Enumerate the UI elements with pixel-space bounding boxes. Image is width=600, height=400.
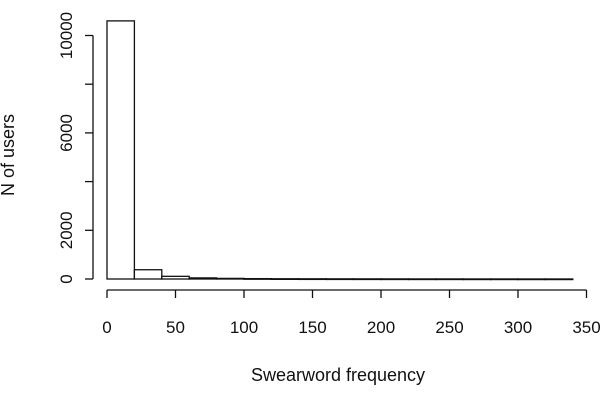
y-tick-label-2: 6000	[57, 114, 76, 152]
x-tick-label-5: 250	[435, 318, 463, 337]
histogram-bar-6	[270, 278, 300, 281]
histogram-bar-0	[106, 20, 136, 280]
x-axis-title: Swearword frequency	[251, 365, 425, 385]
y-tick-label-0: 0	[57, 274, 76, 283]
y-axis: 0 2000 6000 10000	[57, 12, 94, 284]
x-tick-label-4: 200	[367, 318, 395, 337]
histogram-bar-16	[544, 278, 574, 281]
histogram-bar-3	[188, 277, 218, 280]
y-tick-label-3: 10000	[57, 12, 76, 59]
histogram-bar-2	[161, 275, 190, 280]
x-tick-label-3: 150	[298, 318, 326, 337]
x-tick-label-7: 350	[572, 318, 600, 337]
histogram-bar-9	[352, 278, 382, 281]
histogram-bar-13	[462, 278, 492, 281]
y-axis-title: N of users	[0, 114, 18, 196]
y-tick-label-1: 2000	[57, 211, 76, 249]
histogram-bar-11	[407, 278, 437, 281]
x-tick-label-0: 0	[102, 318, 111, 337]
histogram-bar-7	[298, 278, 327, 281]
histogram-bar-12	[435, 278, 464, 281]
x-tick-label-2: 100	[230, 318, 258, 337]
x-tick-label-6: 300	[504, 318, 532, 337]
histogram-bar-14	[489, 278, 519, 281]
histogram-bar-10	[380, 278, 410, 281]
histogram-bar-5	[243, 277, 273, 280]
x-tick-label-1: 50	[166, 318, 185, 337]
bars-group	[106, 20, 574, 281]
histogram-bar-4	[215, 277, 245, 280]
histogram-bar-8	[325, 278, 355, 281]
histogram-bar-1	[133, 269, 163, 280]
x-axis: 0 50 100 150 200 250 300 350	[102, 289, 600, 337]
histogram-bar-15	[517, 278, 547, 281]
